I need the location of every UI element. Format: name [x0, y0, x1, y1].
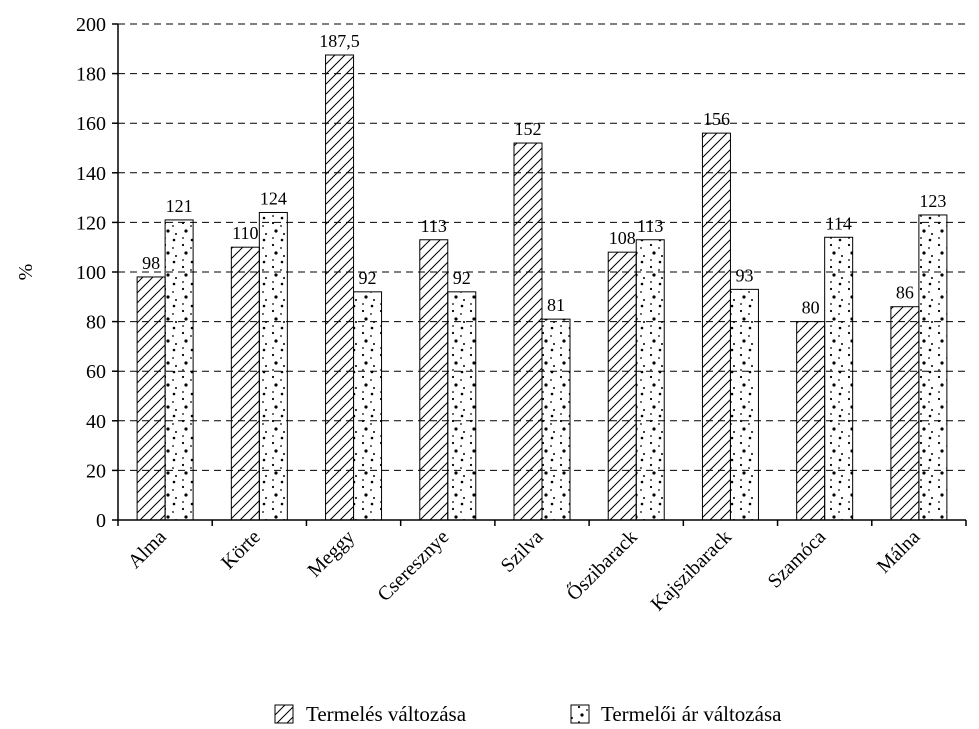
- category-label: Cseresznye: [373, 526, 453, 606]
- y-tick-label: 180: [76, 64, 106, 86]
- y-tick-label: 200: [76, 14, 106, 36]
- category-label: Málna: [873, 526, 925, 578]
- bar-production: [607, 251, 637, 521]
- y-tick-label: 120: [76, 212, 106, 234]
- bar-production: [419, 239, 449, 521]
- legend-swatch-dots: [570, 704, 590, 724]
- data-label-price: 114: [825, 213, 851, 233]
- data-label-production: 86: [896, 283, 914, 303]
- y-axis-title: %: [15, 264, 37, 281]
- bar-production: [230, 246, 260, 521]
- y-tick-label: 60: [86, 361, 106, 383]
- legend-item-production: Termelés változása: [274, 702, 467, 726]
- bar-price: [824, 236, 854, 521]
- data-label-production: 80: [802, 298, 820, 318]
- data-label-price: 123: [919, 191, 946, 211]
- data-label-production: 113: [421, 216, 447, 236]
- y-tick-label: 0: [96, 510, 106, 532]
- data-label-production: 152: [515, 119, 542, 139]
- legend-item-price: Termelői ár változása: [570, 702, 782, 726]
- bars: [136, 54, 948, 521]
- bar-price: [353, 291, 383, 521]
- data-label-price: 93: [735, 265, 753, 285]
- y-tick-label: 40: [86, 411, 106, 433]
- category-label: Szilva: [497, 526, 548, 577]
- data-label-price: 121: [166, 196, 193, 216]
- bar-production: [136, 276, 166, 521]
- data-label-production: 108: [609, 228, 636, 248]
- bar-price: [729, 288, 759, 521]
- data-label-production: 98: [142, 253, 160, 273]
- data-label-production: 187,5: [319, 31, 360, 51]
- category-label: Őszibarack: [561, 525, 642, 606]
- category-label: Alma: [124, 526, 171, 573]
- data-label-price: 92: [359, 268, 377, 288]
- y-tick-label: 140: [76, 163, 106, 185]
- bar-price: [635, 239, 665, 521]
- bar-price: [164, 219, 194, 521]
- bar-production: [701, 132, 731, 521]
- y-tick-label: 160: [76, 113, 106, 135]
- y-tick-label: 20: [86, 460, 106, 482]
- data-label-production: 156: [703, 109, 730, 129]
- bar-production: [796, 321, 826, 521]
- bar-production: [325, 54, 355, 521]
- data-label-production: 110: [232, 223, 258, 243]
- legend-label-production: Termelés változása: [306, 702, 467, 726]
- category-label: Meggy: [303, 526, 359, 582]
- legend-label-price: Termelői ár változása: [601, 702, 782, 726]
- category-label: Körte: [217, 526, 265, 574]
- data-label-price: 113: [637, 216, 663, 236]
- legend: Termelés változása Termelői ár változása: [274, 702, 782, 726]
- bar-price: [541, 318, 571, 521]
- bar-production: [890, 306, 920, 521]
- data-label-price: 92: [453, 268, 471, 288]
- axes: 0 20 40 60 80 100 120 140 160 180 200: [76, 14, 967, 532]
- y-tick-label: 80: [86, 312, 106, 334]
- y-tick-label: 100: [76, 262, 106, 284]
- legend-swatch-hatch: [274, 704, 294, 724]
- bar-production: [513, 142, 543, 521]
- data-label-price: 124: [260, 188, 287, 208]
- bar-price: [258, 211, 288, 521]
- data-label-price: 81: [547, 295, 565, 315]
- category-label: Kajszibarack: [647, 526, 736, 615]
- bar-price: [918, 214, 948, 521]
- bar-price: [447, 291, 477, 521]
- category-label: Szamóca: [764, 526, 831, 593]
